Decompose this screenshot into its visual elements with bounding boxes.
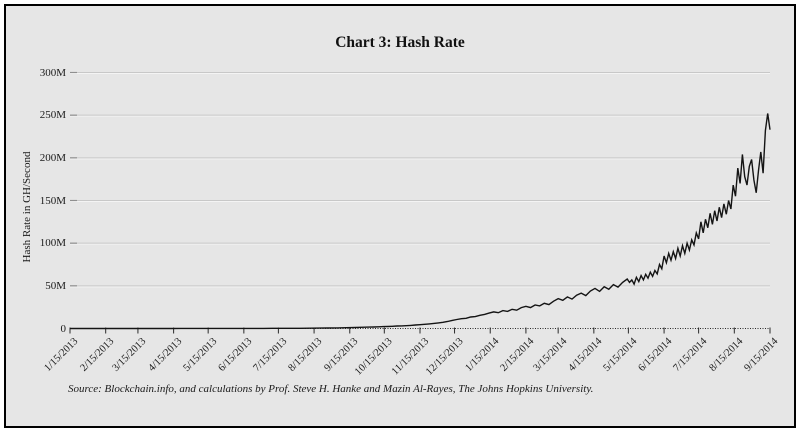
- hash-rate-series-line: [70, 113, 771, 330]
- y-tick-label: 150M: [39, 194, 66, 207]
- y-tick-label: 250M: [39, 109, 66, 122]
- plot-area: [69, 71, 771, 334]
- y-tick-label: 100M: [39, 237, 66, 250]
- chart-canvas: Chart 3: Hash Rate Hash Rate in GH/Secon…: [6, 6, 794, 426]
- chart-frame: Chart 3: Hash Rate Hash Rate in GH/Secon…: [4, 4, 796, 428]
- y-tick-label: 50M: [45, 279, 66, 292]
- y-tick-label: 0: [60, 322, 67, 335]
- source-note: Source: Blockchain.info, and calculation…: [68, 383, 594, 395]
- y-tick-label: 200M: [39, 151, 66, 164]
- chart-title: Chart 3: Hash Rate: [335, 34, 465, 51]
- y-tick-label: 300M: [39, 66, 66, 79]
